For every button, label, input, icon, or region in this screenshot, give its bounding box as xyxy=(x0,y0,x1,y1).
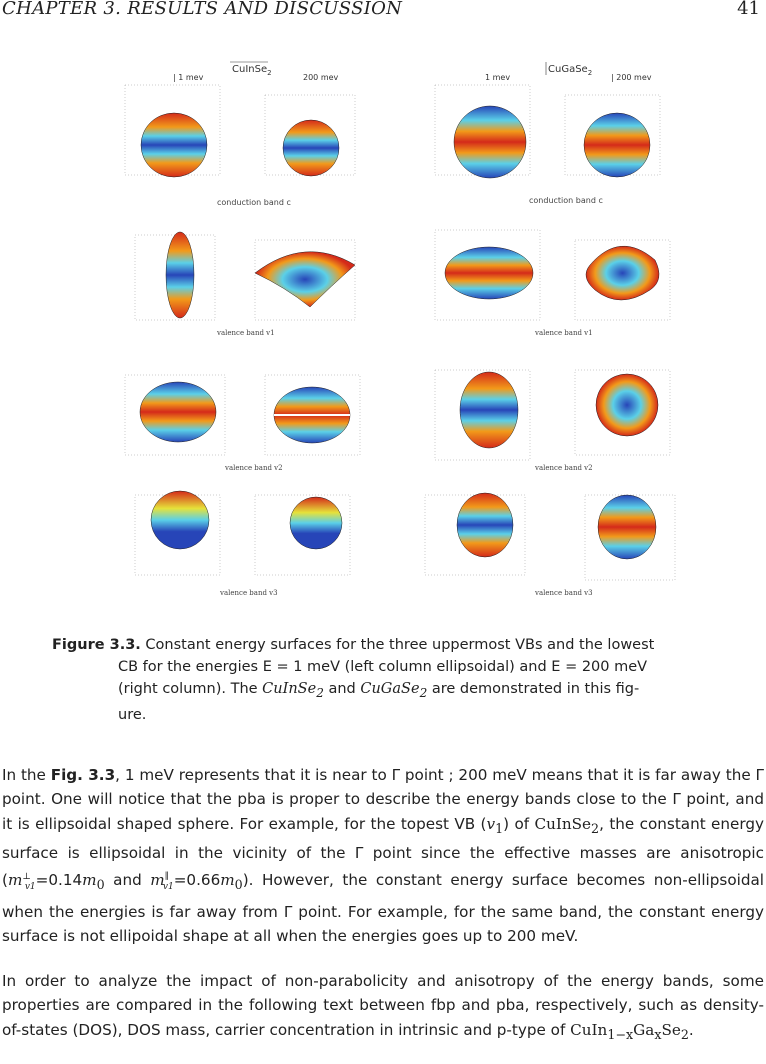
svg-text:200 mev: 200 mev xyxy=(303,73,339,82)
title-cuinse2: CuInSe2 xyxy=(232,64,272,77)
svg-text:| 200 mev: | 200 mev xyxy=(611,73,652,82)
svg-text:conduction band c: conduction band c xyxy=(529,196,603,205)
svg-text:valence band v3: valence band v3 xyxy=(534,589,593,597)
svg-text:valence band v2: valence band v2 xyxy=(534,464,593,472)
chapter-title: CHAPTER 3. RESULTS AND DISCUSSION xyxy=(2,0,403,19)
title-cugase2: CuGaSe2 xyxy=(548,64,592,77)
svg-text:| 1 mev: | 1 mev xyxy=(173,73,204,82)
svg-text:valence band v1: valence band v1 xyxy=(534,329,593,337)
row-valence-band-v2: valence band v2 valence band v2 xyxy=(124,369,671,472)
paragraph-2: In order to analyze the impact of non-pa… xyxy=(2,972,764,1042)
paragraph-1: In the Fig. 3.3, 1 meV represents that i… xyxy=(2,766,765,945)
caption-label: Figure 3.3. xyxy=(52,637,141,653)
figure-3-3: CuInSe2 CuGaSe2 | 1 mev 200 mev 1 mev | … xyxy=(105,55,690,600)
figure-reference[interactable]: Fig. 3.3 xyxy=(50,766,116,784)
svg-text:valence band v2: valence band v2 xyxy=(224,464,283,472)
row-conduction-band: conduction band c conduction band c xyxy=(124,84,661,207)
page-number: 41 xyxy=(737,0,760,19)
surface-plots: CuInSe2 CuGaSe2 | 1 mev 200 mev 1 mev | … xyxy=(124,61,676,597)
svg-text:valence band v3: valence band v3 xyxy=(219,589,278,597)
figure-titles: CuInSe2 CuGaSe2 | 1 mev 200 mev 1 mev | … xyxy=(173,61,652,82)
row-valence-band-v1: valence band v1 valence band v1 xyxy=(134,229,671,337)
svg-text:1 mev: 1 mev xyxy=(485,73,510,82)
figure-caption: Figure 3.3. Constant energy surfaces for… xyxy=(52,637,655,723)
page-header: CHAPTER 3. RESULTS AND DISCUSSION 41 xyxy=(0,0,766,22)
row-valence-band-v3: valence band v3 valence band v3 xyxy=(134,490,676,597)
svg-text:conduction band c: conduction band c xyxy=(217,198,291,207)
svg-text:valence band v1: valence band v1 xyxy=(216,329,275,337)
